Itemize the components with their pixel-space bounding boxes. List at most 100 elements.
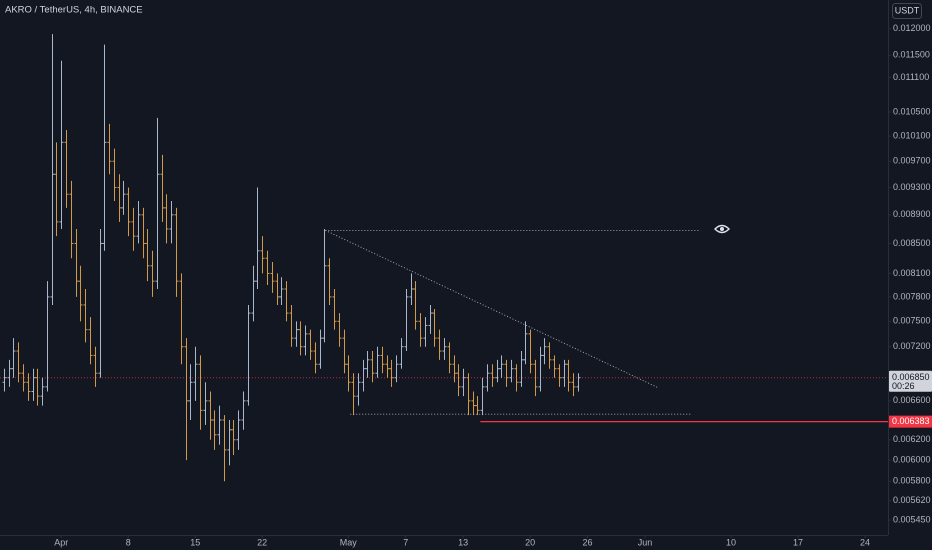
- y-tick-label: 0.010500: [893, 106, 931, 116]
- ohlc-bar: [461, 368, 466, 397]
- ohlc-bar: [169, 200, 174, 244]
- y-tick-label: 0.011500: [893, 50, 930, 60]
- ohlc-bar: [69, 180, 74, 259]
- ohlc-bar: [35, 368, 40, 406]
- y-tick-label: 0.006000: [893, 455, 931, 465]
- ohlc-bar: [275, 273, 280, 305]
- ohlc-bar: [50, 34, 55, 305]
- ohlc-bar: [260, 236, 265, 274]
- ohlc-bar: [490, 364, 495, 387]
- ohlc-bar: [452, 355, 457, 383]
- currency-box[interactable]: [892, 3, 922, 19]
- ohlc-bar: [107, 123, 112, 175]
- ohlc-bar: [442, 338, 447, 360]
- ohlc-bar: [447, 342, 452, 374]
- ohlc-bar: [318, 329, 323, 369]
- eye-icon[interactable]: [714, 224, 730, 234]
- y-tick-label: 0.005450: [893, 514, 931, 524]
- ohlc-bar: [571, 373, 576, 397]
- ohlc-bar: [308, 329, 313, 360]
- ohlc-bar: [294, 321, 299, 347]
- ohlc-bar: [523, 321, 528, 365]
- ohlc-bar: [145, 228, 150, 282]
- y-tick-label: 0.007500: [893, 316, 931, 326]
- y-tick-label: 0.007800: [893, 291, 931, 301]
- ohlc-bar: [409, 273, 414, 305]
- ohlc-bar: [418, 313, 423, 347]
- ohlc-bar: [83, 288, 88, 343]
- ohlc-bar: [193, 346, 198, 401]
- ohlc-bar: [519, 351, 524, 387]
- y-tick-label: 0.008100: [893, 268, 931, 278]
- y-tick-label: 0.007200: [893, 341, 931, 351]
- ohlc-bar: [279, 277, 284, 305]
- ohlc-bar: [179, 273, 184, 365]
- x-tick-label: 17: [793, 537, 803, 547]
- ohlc-bar: [514, 364, 519, 392]
- ohlc-bar: [547, 342, 552, 369]
- ohlc-bar: [327, 258, 332, 305]
- ohlc-bar: [21, 364, 26, 392]
- ohlc-bar: [466, 373, 471, 416]
- ohlc-bar: [255, 187, 260, 289]
- y-tick-label: 0.005620: [893, 495, 931, 505]
- ohlc-bar: [389, 359, 394, 387]
- ohlc-bar: [356, 373, 361, 406]
- ohlc-bar: [499, 355, 504, 378]
- countdown-label: 00:26: [892, 381, 915, 391]
- ohlc-bar: [423, 317, 428, 347]
- ohlc-bar: [236, 410, 241, 450]
- currency-label[interactable]: USDT: [895, 5, 920, 15]
- ohlc-bar: [528, 329, 533, 374]
- ohlc-bar: [231, 420, 236, 455]
- ohlc-bar: [64, 129, 69, 208]
- ohlc-bar: [313, 342, 318, 374]
- ohlc-bar: [174, 207, 179, 297]
- ohlc-bar: [241, 391, 246, 430]
- ohlc-bar: [265, 250, 270, 286]
- low-line-label: 0.006383: [892, 416, 930, 426]
- ohlc-bar: [342, 329, 347, 374]
- ohlc-bar: [184, 338, 189, 461]
- ohlc-bar: [456, 364, 461, 397]
- ohlc-bar: [11, 338, 16, 378]
- ohlc-bar: [284, 281, 289, 322]
- ohlc-bar: [576, 373, 581, 392]
- ohlc-bar: [78, 265, 83, 322]
- ohlc-bar: [208, 391, 213, 440]
- ohlc-bar: [126, 187, 131, 237]
- ohlc-bar: [155, 117, 160, 289]
- last-price-label: 0.006850: [892, 372, 930, 382]
- ohlc-bar: [59, 60, 64, 229]
- ohlc-bar: [322, 228, 327, 343]
- ohlc-bar: [112, 148, 117, 201]
- low-line-label-box: [889, 415, 932, 428]
- ohlc-bar: [198, 355, 203, 430]
- x-tick-label: Apr: [54, 537, 68, 547]
- ohlc-bar: [480, 377, 485, 416]
- ohlc-bar: [93, 346, 98, 387]
- ohlc-bar: [164, 194, 169, 244]
- x-tick-label: 24: [860, 537, 870, 547]
- ohlc-bar: [370, 351, 375, 383]
- ohlc-bar: [504, 359, 509, 387]
- ohlc-bar: [117, 174, 122, 222]
- y-tick-label: 0.008500: [893, 238, 931, 248]
- eye-pupil: [720, 227, 724, 231]
- y-tick-label: 0.006200: [893, 434, 931, 444]
- ohlc-bar: [203, 382, 208, 425]
- ohlc-bar: [7, 359, 12, 387]
- ohlc-bar: [136, 200, 141, 244]
- x-tick-label: 13: [458, 537, 468, 547]
- eye-outline: [714, 224, 730, 234]
- x-tick-label: 7: [403, 537, 408, 547]
- ohlc-bar: [394, 355, 399, 383]
- ohlc-bar: [54, 142, 59, 237]
- x-tick-label: 8: [126, 537, 131, 547]
- ohlc-bar: [495, 359, 500, 383]
- x-tick-label: 20: [525, 537, 535, 547]
- ohlc-bar: [509, 359, 514, 383]
- ohlc-bar: [98, 228, 103, 378]
- ohlc-bar: [131, 207, 136, 251]
